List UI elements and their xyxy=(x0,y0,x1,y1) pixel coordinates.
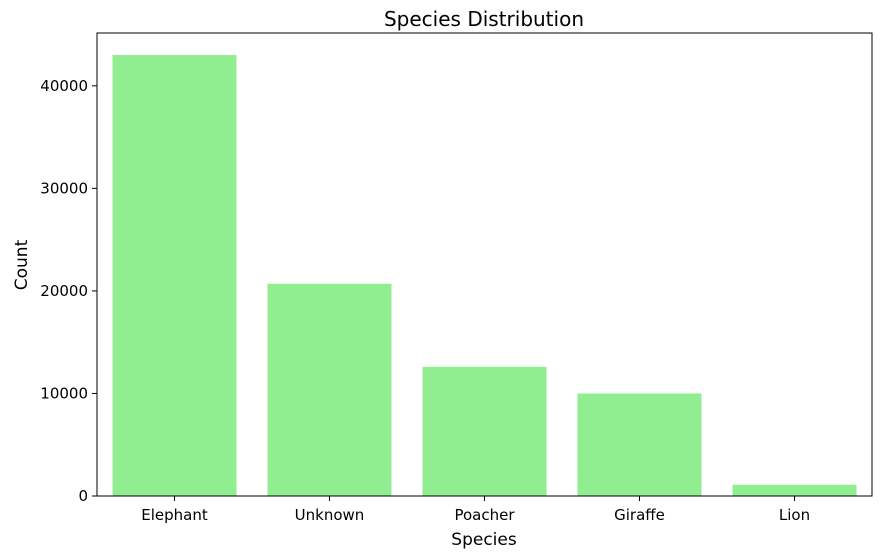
y-tick-label: 0 xyxy=(78,487,88,505)
y-tick-label: 10000 xyxy=(40,384,88,402)
y-axis-label: Count xyxy=(12,239,32,290)
x-tick-label: Giraffe xyxy=(614,506,665,524)
x-tick-label: Unknown xyxy=(295,506,365,524)
plot-area: Elephant Unknown Poacher Giraffe Lion 0 10000 2… xyxy=(40,32,873,524)
plot-frame xyxy=(96,32,873,497)
bar-giraffe xyxy=(577,393,702,496)
x-axis-label: Species xyxy=(451,530,517,550)
bar-poacher xyxy=(422,366,547,496)
y-tick-label: 40000 xyxy=(40,77,88,95)
bar-unknown xyxy=(267,283,392,496)
y-tick-label: 20000 xyxy=(40,282,88,300)
chart-title: Species Distribution xyxy=(384,7,584,31)
x-tick-label: Lion xyxy=(779,506,810,524)
bar-lion xyxy=(732,484,857,496)
y-tick-label: 30000 xyxy=(40,179,88,197)
x-tick-label: Poacher xyxy=(454,506,515,524)
bar-elephant xyxy=(112,55,237,497)
x-tick-label: Elephant xyxy=(141,506,208,524)
